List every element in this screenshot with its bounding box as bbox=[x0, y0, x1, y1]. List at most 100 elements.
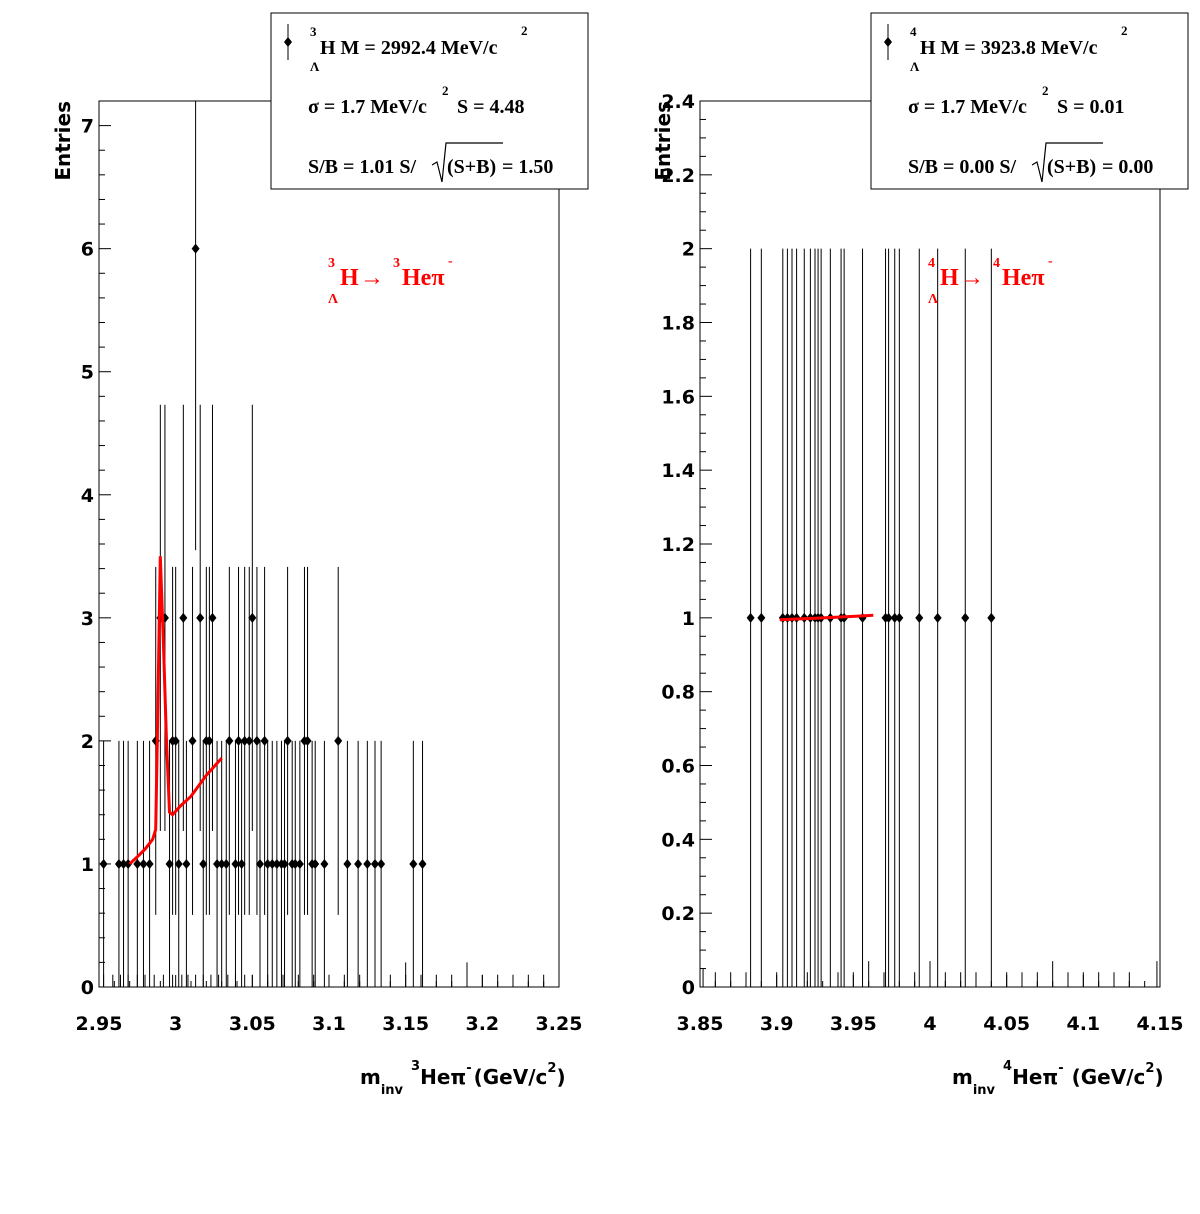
legend-line1-sup: 4 bbox=[910, 24, 917, 39]
data-point bbox=[222, 858, 231, 869]
x-tick-label: 4.05 bbox=[983, 1013, 1030, 1035]
plot-frame bbox=[699, 100, 1161, 988]
legend-line2-text-sup: 2 bbox=[1042, 83, 1049, 98]
data-point bbox=[119, 858, 128, 869]
x-tick-label: 4.1 bbox=[1066, 1013, 1100, 1035]
y-tick-label: 1 bbox=[682, 608, 695, 630]
data-point bbox=[961, 612, 970, 623]
data-point bbox=[234, 735, 243, 746]
y-axis-title: Entries bbox=[51, 101, 75, 181]
process-sup3: - bbox=[1048, 254, 1053, 269]
x-tick-label: 3.85 bbox=[677, 1013, 724, 1035]
data-point bbox=[377, 858, 386, 869]
y-axis-title: Entries bbox=[651, 101, 675, 181]
x-tick-label: 3.05 bbox=[229, 1013, 276, 1035]
data-point bbox=[363, 858, 372, 869]
y-tick-label: 1.6 bbox=[661, 386, 695, 408]
process-sup1: 4 bbox=[928, 256, 935, 271]
x-tick-label: 3.15 bbox=[382, 1013, 429, 1035]
x-axis-title-pi-sup: - bbox=[1058, 1061, 1063, 1076]
data-point bbox=[182, 858, 191, 869]
x-axis-title-m: m bbox=[952, 1065, 973, 1089]
y-tick-label: 0 bbox=[81, 977, 94, 999]
legend-line3-rad: (S+B) bbox=[447, 156, 496, 178]
process-sub1: Λ bbox=[928, 292, 938, 307]
legend-line1-text: H M = 2992.4 MeV/c bbox=[320, 37, 498, 59]
legend-marker bbox=[884, 37, 892, 47]
data-point bbox=[320, 858, 329, 869]
x-axis-title-close: ) bbox=[1154, 1065, 1163, 1089]
legend-line1-text-sup: 2 bbox=[521, 23, 528, 38]
data-point bbox=[165, 858, 174, 869]
data-point bbox=[139, 858, 148, 869]
y-tick-label: 4 bbox=[81, 485, 94, 507]
data-point bbox=[199, 858, 208, 869]
x-axis-title-pi: π bbox=[1042, 1065, 1058, 1089]
data-point bbox=[418, 858, 427, 869]
fit-curve bbox=[779, 613, 874, 622]
data-point bbox=[217, 858, 226, 869]
data-point bbox=[933, 612, 942, 623]
data-point bbox=[171, 735, 180, 746]
x-tick-label: 4.15 bbox=[1137, 1013, 1184, 1035]
data-point bbox=[225, 735, 234, 746]
x-axis-title-pi: π bbox=[450, 1065, 466, 1089]
y-tick-label: 0.4 bbox=[661, 829, 695, 851]
y-tick-label: 2 bbox=[682, 239, 695, 261]
data-point bbox=[208, 612, 217, 623]
data-point bbox=[260, 735, 269, 746]
x-axis-title: minv 3Heπ- (GeV/c2) bbox=[360, 1059, 566, 1098]
data-point bbox=[987, 612, 996, 623]
data-point bbox=[145, 858, 154, 869]
data-point bbox=[303, 735, 312, 746]
data-point bbox=[231, 858, 240, 869]
legend-line1-sup: 3 bbox=[310, 24, 317, 39]
x-tick-label: 4 bbox=[923, 1013, 936, 1035]
left-histogram-panel: 0 1 2 3 4 5 6 7 2.95 3 3.05 3.1 3.15 3.2 3.25 Entries mi… bbox=[51, 12, 589, 1098]
legend-line1-sub: Λ bbox=[910, 59, 920, 74]
data-point bbox=[240, 735, 249, 746]
plot-frame bbox=[98, 100, 560, 988]
x-tick-label: 3.2 bbox=[465, 1013, 499, 1035]
data-point bbox=[245, 735, 254, 746]
legend-line2-text: σ = 1.7 MeV/c bbox=[908, 96, 1027, 118]
process-sup3: - bbox=[448, 254, 453, 269]
x-axis-title-close: ) bbox=[556, 1065, 565, 1089]
x-axis-title-he: He bbox=[1012, 1065, 1042, 1089]
data-point bbox=[746, 612, 755, 623]
x-axis-title-inv: inv bbox=[973, 1083, 996, 1098]
x-tick-label: 3.9 bbox=[760, 1013, 794, 1035]
y-tick-label: 0.6 bbox=[661, 756, 695, 778]
x-tick-label: 3.1 bbox=[312, 1013, 346, 1035]
legend-marker bbox=[284, 37, 292, 47]
x-axis-title-unit-sup: 2 bbox=[547, 1061, 556, 1076]
x-tick-label: 2.95 bbox=[76, 1013, 123, 1035]
legend-line2-text2: S = 0.01 bbox=[1057, 96, 1125, 118]
y-tick-label: 1.4 bbox=[661, 460, 695, 482]
data-point bbox=[371, 858, 379, 869]
data-point bbox=[99, 858, 108, 869]
y-tick-label: 6 bbox=[81, 239, 94, 261]
legend-line2-text2: S = 4.48 bbox=[457, 96, 525, 118]
data-point bbox=[757, 612, 766, 623]
data-point bbox=[343, 858, 352, 869]
x-tick-label: 3 bbox=[169, 1013, 182, 1035]
x-tick-label: 3.95 bbox=[830, 1013, 877, 1035]
y-tick-label: 2.2 bbox=[661, 165, 695, 187]
y-tick-label: 5 bbox=[81, 362, 94, 384]
data-point bbox=[890, 612, 899, 623]
legend-line1-text-sup: 2 bbox=[1121, 23, 1128, 38]
process-part1: H bbox=[940, 265, 959, 291]
x-axis-title-unit: (GeV/c bbox=[1072, 1065, 1146, 1089]
x-axis-title-he-sup: 4 bbox=[1003, 1059, 1012, 1074]
data-point bbox=[256, 858, 264, 869]
y-tick-label: 2 bbox=[81, 731, 94, 753]
x-axis-title-he-sup: 3 bbox=[411, 1059, 420, 1074]
legend-box bbox=[870, 12, 1189, 190]
legend-line3-pre: S/B = 0.00 S/ bbox=[908, 156, 1017, 178]
process-part2: Heπ bbox=[1002, 265, 1044, 291]
data-point bbox=[280, 858, 289, 869]
data-point bbox=[252, 735, 261, 746]
x-axis-title-he: He bbox=[420, 1065, 450, 1089]
